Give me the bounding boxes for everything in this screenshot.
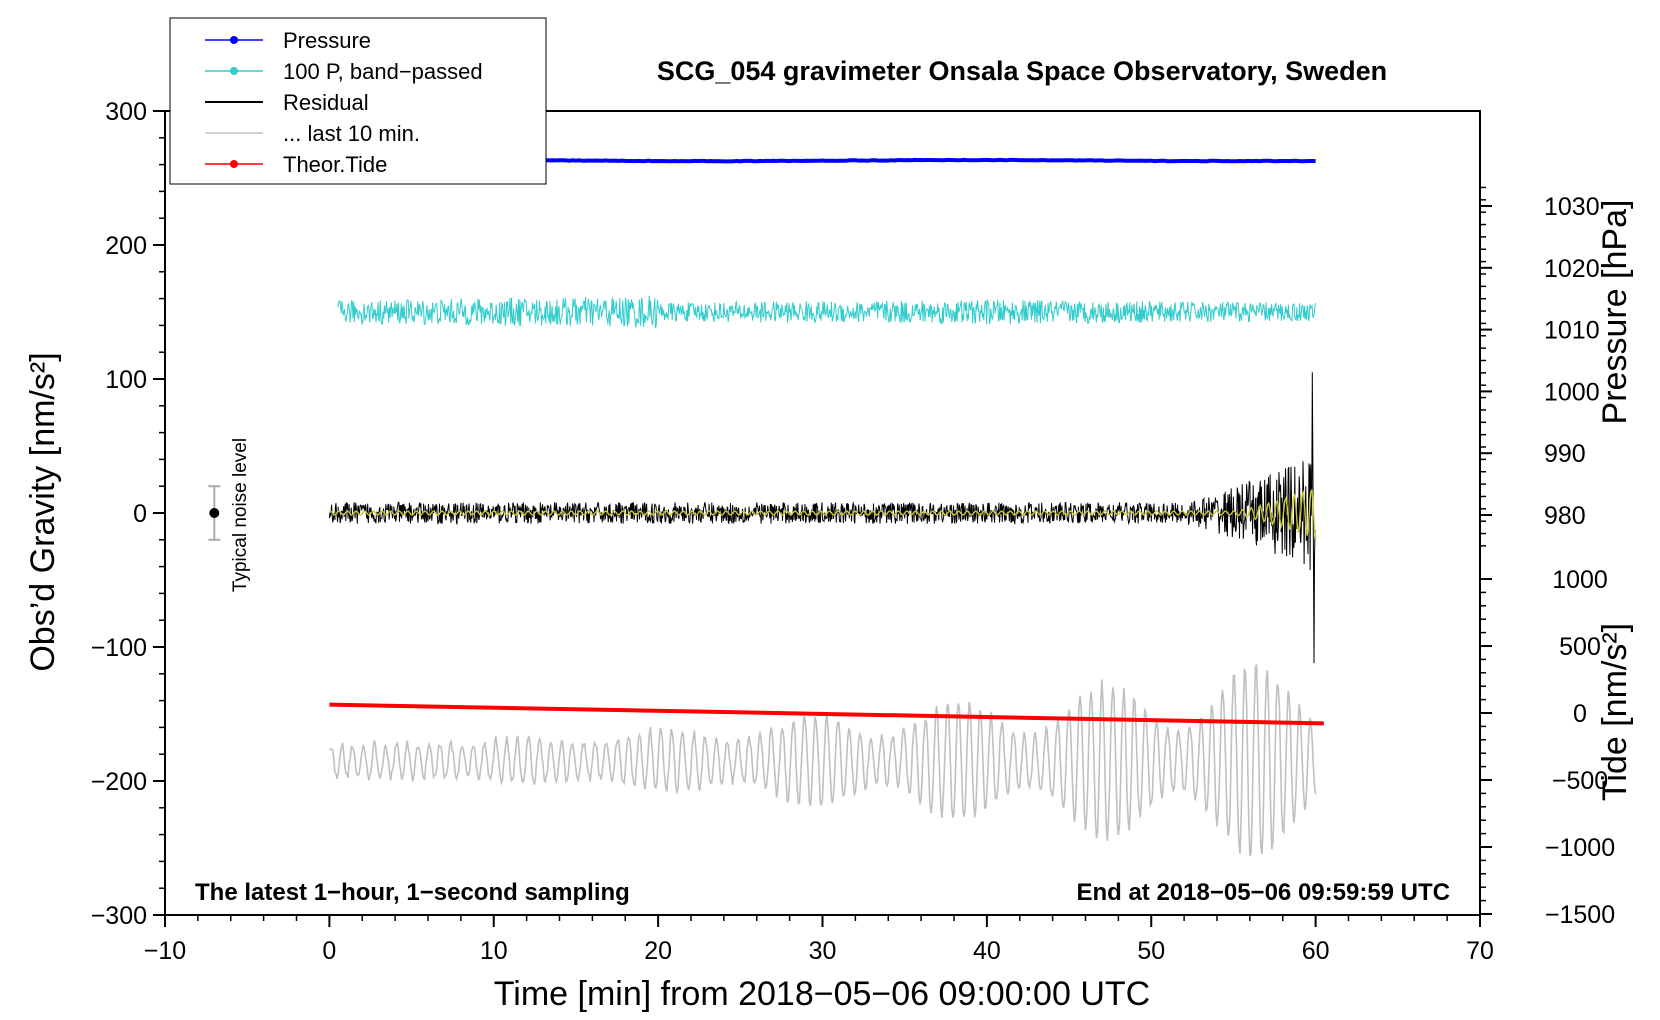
legend: Pressure 100 P, band−passed Residual ... la…: [169, 17, 547, 185]
y-axis-title-tide: Tide [nm/s²]: [1596, 623, 1634, 801]
y-tick-label-tide: 1000: [1552, 566, 1608, 594]
x-tick-label: 0: [322, 937, 336, 965]
x-axis-title: Time [min] from 2018−05−06 09:00:00 UTC: [494, 975, 1150, 1013]
legend-label: ... last 10 min.: [283, 121, 420, 146]
note-sampling: The latest 1−hour, 1−second sampling: [195, 879, 630, 906]
series-layer: [208, 157, 1324, 857]
x-tick-label: 10: [480, 937, 508, 965]
y-axis-title-pressure: Pressure [hPa]: [1596, 200, 1634, 425]
series-band-passed-pressure-line: [337, 295, 1317, 329]
y-tick-label-tide: −1500: [1545, 901, 1615, 929]
y-tick-label-tide: 500: [1559, 633, 1601, 661]
note-end-time: End at 2018−05−06 09:59:59 UTC: [1076, 879, 1450, 906]
x-tick-label: 20: [644, 937, 672, 965]
y-tick-label-left: 200: [105, 232, 147, 260]
y-tick-label-tide: 0: [1573, 700, 1587, 728]
legend-label: Residual: [283, 90, 369, 115]
x-tick-label: 30: [809, 937, 837, 965]
legend-label: Pressure: [283, 28, 371, 53]
legend-label: 100 P, band−passed: [283, 59, 483, 84]
noise-level-label: Typical noise level: [230, 438, 251, 592]
legend-swatch-marker: [230, 36, 238, 44]
ticks-layer: −10 0 10 20 30 40 50 60 703002001000−100−200−300…: [91, 98, 1615, 965]
y-tick-label-left: 100: [105, 366, 147, 394]
y-tick-label-pressure: 1020: [1544, 255, 1600, 283]
y-tick-label-pressure: 980: [1544, 502, 1586, 530]
y-tick-label-left: 300: [105, 98, 147, 126]
noise-bar-dot: [209, 508, 220, 518]
x-tick-label: 70: [1466, 937, 1494, 965]
y-axis-title-left: Obs’d Gravity [nm/s²]: [24, 352, 62, 671]
series-last-10-min-line: [329, 664, 1317, 857]
y-tick-label-left: −300: [91, 902, 147, 930]
series-residual-filtered-line: [329, 489, 1317, 540]
y-tick-label-pressure: 1030: [1544, 193, 1600, 221]
y-tick-label-left: −200: [91, 768, 147, 796]
x-tick-label: 40: [973, 937, 1001, 965]
y-tick-label-pressure: 1010: [1544, 317, 1600, 345]
legend-swatch-marker: [230, 160, 238, 168]
series-theoretical-tide-line: [329, 702, 1324, 726]
legend-label: Theor.Tide: [283, 152, 387, 177]
series-residual-line: [328, 372, 1317, 664]
x-tick-label: 50: [1137, 937, 1165, 965]
y-tick-label-pressure: 990: [1544, 440, 1586, 468]
x-tick-label: 60: [1302, 937, 1330, 965]
chart-title: SCG_054 gravimeter Onsala Space Observat…: [657, 56, 1387, 86]
y-tick-label-tide: −500: [1552, 767, 1608, 795]
y-tick-label-left: −100: [91, 634, 147, 662]
y-tick-label-left: 0: [133, 500, 147, 528]
y-tick-label-tide: −1000: [1545, 834, 1615, 862]
y-tick-label-pressure: 1000: [1544, 378, 1600, 406]
legend-swatch-marker: [230, 67, 238, 75]
x-tick-label: −10: [144, 937, 186, 965]
